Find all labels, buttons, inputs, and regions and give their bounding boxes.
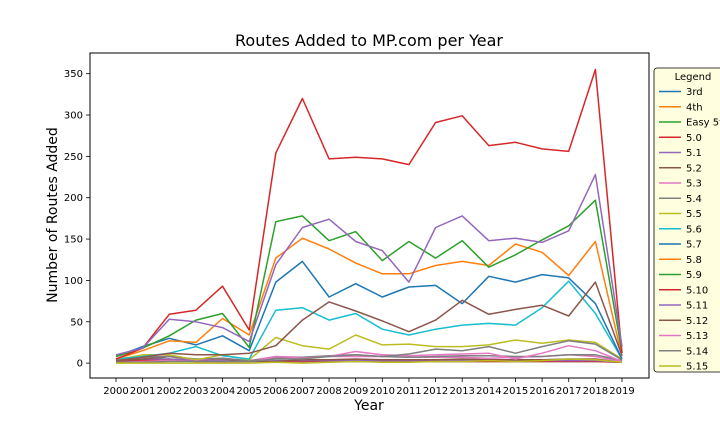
legend-entry: 5.11 bbox=[686, 301, 708, 312]
x-tick-label: 2003 bbox=[183, 386, 208, 397]
x-tick-label: 2000 bbox=[103, 386, 128, 397]
x-tick-label: 2009 bbox=[343, 386, 368, 397]
series-line-5-14 bbox=[116, 340, 623, 364]
series-line-5-5 bbox=[115, 334, 623, 361]
y-tick-label: 50 bbox=[70, 317, 83, 328]
legend-entry: Easy 5th bbox=[686, 118, 720, 129]
plot-frame bbox=[89, 52, 650, 379]
legend-entry: 5.7 bbox=[686, 240, 702, 251]
legend-box bbox=[653, 67, 720, 373]
series-line-5-10 bbox=[115, 68, 623, 360]
y-tick-label: 100 bbox=[64, 276, 83, 287]
legend-title: Legend bbox=[675, 72, 712, 83]
y-axis-label: Number of Routes Added bbox=[45, 127, 61, 303]
series-line-5-12 bbox=[115, 281, 623, 362]
legend-entry: 5.10 bbox=[686, 285, 708, 296]
y-tick-label: 300 bbox=[64, 111, 83, 122]
legend-entry: 5.3 bbox=[686, 179, 702, 190]
series-line-5-7 bbox=[115, 260, 623, 360]
y-tick-label: 150 bbox=[64, 235, 83, 246]
legend-entry: 4th bbox=[686, 102, 703, 113]
y-tick-label: 250 bbox=[64, 152, 83, 163]
x-tick-label: 2017 bbox=[556, 386, 581, 397]
series-line-5-8 bbox=[115, 237, 623, 360]
x-tick-label: 2011 bbox=[396, 386, 421, 397]
y-tick-label: 350 bbox=[64, 69, 83, 80]
legend-entry: 5.13 bbox=[686, 331, 708, 342]
legend-entry: 3rd bbox=[686, 87, 703, 98]
x-tick-label: 2013 bbox=[449, 386, 474, 397]
x-tick-label: 2015 bbox=[503, 386, 528, 397]
x-axis-label: Year bbox=[353, 398, 384, 414]
legend-entry: 5.0 bbox=[686, 133, 702, 144]
legend-entry: 5.14 bbox=[686, 346, 708, 357]
plot-area: 2000 2001 2002 2003 2004 2005 2006 2007 2008 2009… bbox=[64, 68, 635, 397]
legend-entry: 5.15 bbox=[686, 362, 708, 373]
x-tick-label: 2008 bbox=[316, 386, 341, 397]
series-line-5-15 bbox=[116, 358, 623, 364]
x-tick-label: 2005 bbox=[236, 386, 261, 397]
x-tick-label: 2016 bbox=[529, 386, 554, 397]
legend-entry: 5.9 bbox=[686, 270, 702, 281]
x-tick-label: 2010 bbox=[370, 386, 395, 397]
x-tick-label: 2012 bbox=[423, 386, 448, 397]
x-tick-label: 2002 bbox=[157, 386, 182, 397]
series-line-5-6 bbox=[115, 280, 623, 360]
x-tick-label: 2018 bbox=[583, 386, 608, 397]
legend-entry: 5.1 bbox=[686, 148, 702, 159]
x-tick-label: 2001 bbox=[130, 386, 155, 397]
legend: Legend 3rd 4th Easy 5th 5.0 5.1 5.2 5.3 5.4 5.5 5… bbox=[653, 67, 720, 373]
x-tick-label: 2014 bbox=[476, 386, 501, 397]
legend-entry: 5.4 bbox=[686, 194, 702, 205]
x-tick-label: 2019 bbox=[609, 386, 634, 397]
legend-entry: 5.8 bbox=[686, 255, 702, 266]
x-tick-label: 2004 bbox=[210, 386, 235, 397]
y-tick-label: 200 bbox=[64, 193, 83, 204]
x-tick-label: 2007 bbox=[290, 386, 315, 397]
y-tick-label: 0 bbox=[77, 359, 83, 370]
x-tick-label: 2006 bbox=[263, 386, 288, 397]
legend-entry: 5.2 bbox=[686, 163, 702, 174]
series-line-5-11 bbox=[115, 173, 623, 356]
legend-entry: 5.6 bbox=[686, 224, 702, 235]
legend-entry: 5.12 bbox=[686, 316, 708, 327]
legend-entry: 5.5 bbox=[686, 209, 702, 220]
chart-title: Routes Added to MP.com per Year bbox=[235, 31, 503, 50]
